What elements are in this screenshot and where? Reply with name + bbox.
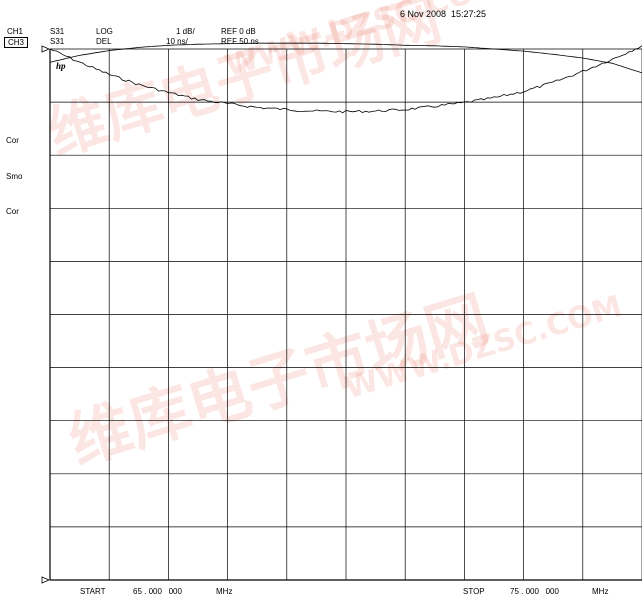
timestamp: 6 Nov 2008 15:27:25	[400, 9, 487, 19]
ch1-ref: REF 0 dB	[221, 27, 256, 36]
ch3-param: S31	[50, 37, 65, 46]
stop-value: 75 . 000 000	[510, 587, 559, 596]
ch3-scale: 10 ns/	[166, 37, 188, 46]
stop-label: STOP	[463, 587, 485, 596]
ch1-scale: 1 dB/	[176, 27, 195, 36]
side-label-correction: Cor	[6, 207, 19, 216]
ch1-format: LOG	[96, 27, 113, 36]
ch3-label: CH3	[4, 37, 29, 48]
start-unit: MHz	[216, 587, 233, 596]
reference-marker-top	[41, 45, 51, 53]
ch3-ref: REF 50 ns	[221, 37, 259, 46]
reference-marker-bottom	[41, 576, 51, 584]
side-label-correction: Cor	[6, 136, 19, 145]
ch1-param: S31	[50, 27, 65, 36]
graticule	[49, 48, 642, 581]
traces	[49, 42, 642, 114]
trace-ch1-log-magnitude	[49, 42, 642, 74]
trace-ch3-group-delay	[49, 45, 642, 114]
start-label: START	[80, 587, 106, 596]
start-value: 65 . 000 000	[133, 587, 182, 596]
ch1-label: CH1	[7, 27, 24, 36]
side-label-smoothing: Smo	[6, 172, 23, 181]
hp-logo: hp	[56, 61, 66, 71]
ch3-format: DEL	[96, 37, 112, 46]
stop-unit: MHz	[592, 587, 609, 596]
